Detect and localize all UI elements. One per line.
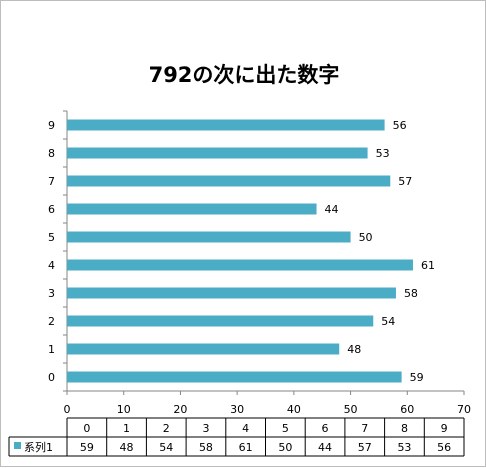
legend-label: 系列1 — [24, 440, 53, 454]
y-tick-label: 1 — [48, 343, 55, 356]
x-tick-label: 60 — [400, 403, 414, 416]
x-tick-label: 0 — [64, 403, 71, 416]
bar — [67, 147, 368, 159]
table-value-cell: 48 — [120, 441, 134, 454]
table-value-cell: 50 — [278, 441, 292, 454]
y-tick-label: 6 — [48, 203, 55, 216]
x-tick-label: 20 — [173, 403, 187, 416]
x-tick-label: 40 — [287, 403, 301, 416]
data-label: 48 — [347, 343, 361, 356]
table-value-cell: 59 — [80, 441, 94, 454]
bar — [67, 119, 385, 131]
table-value-cell: 54 — [159, 441, 173, 454]
table-value-cell: 53 — [397, 441, 411, 454]
y-tick-label: 2 — [48, 315, 55, 328]
bar — [67, 287, 396, 299]
x-tick-label: 30 — [230, 403, 244, 416]
bar — [67, 259, 413, 271]
x-tick-label: 70 — [457, 403, 471, 416]
bar — [67, 343, 340, 355]
table-value-cell: 56 — [437, 441, 451, 454]
table-header-cell: 9 — [441, 422, 448, 435]
bar — [67, 203, 317, 215]
data-table: 0 59 1 48 2 54 3 58 4 61 5 50 6 44 7 57 8 53 9 56 系列1 — [8, 417, 465, 457]
data-label: 59 — [410, 371, 424, 384]
table-value-cell: 57 — [358, 441, 372, 454]
bar — [67, 315, 374, 327]
table-header-cell: 1 — [123, 422, 130, 435]
table-header-cell: 5 — [282, 422, 289, 435]
table-header-cell: 6 — [322, 422, 329, 435]
y-tick-label: 9 — [48, 119, 55, 132]
data-label: 61 — [421, 259, 435, 272]
data-label: 56 — [393, 119, 407, 132]
data-label: 57 — [398, 175, 412, 188]
table-header-cell: 3 — [202, 422, 209, 435]
table-header-cell: 0 — [83, 422, 90, 435]
legend-key — [14, 442, 21, 449]
y-tick-label: 8 — [48, 147, 55, 160]
table-value-cell: 44 — [318, 441, 332, 454]
bar — [67, 175, 391, 187]
x-tick-label: 10 — [117, 403, 131, 416]
table-value-cell: 61 — [239, 441, 253, 454]
data-label: 54 — [381, 315, 395, 328]
y-tick-label: 4 — [48, 259, 55, 272]
plot-area: 0 10 20 30 40 50 60 70 0 59 1 48 2 54 3 58 4 61 5 50 6 44 7 57 8… — [48, 110, 471, 416]
table-header-cell: 7 — [361, 422, 368, 435]
chart-title: 792の次に出た数字 — [149, 63, 340, 87]
data-label: 44 — [325, 203, 339, 216]
table-header-cell: 8 — [401, 422, 408, 435]
bar — [67, 231, 351, 243]
table-value-cell: 58 — [199, 441, 213, 454]
table-header-cell: 4 — [242, 422, 249, 435]
x-tick-label: 50 — [344, 403, 358, 416]
y-tick-label: 7 — [48, 175, 55, 188]
data-label: 53 — [376, 147, 390, 160]
bar — [67, 371, 402, 383]
y-tick-label: 3 — [48, 287, 55, 300]
y-tick-label: 5 — [48, 231, 55, 244]
data-label: 58 — [404, 287, 418, 300]
y-tick-label: 0 — [48, 371, 55, 384]
data-label: 50 — [359, 231, 373, 244]
table-header-cell: 2 — [163, 422, 170, 435]
